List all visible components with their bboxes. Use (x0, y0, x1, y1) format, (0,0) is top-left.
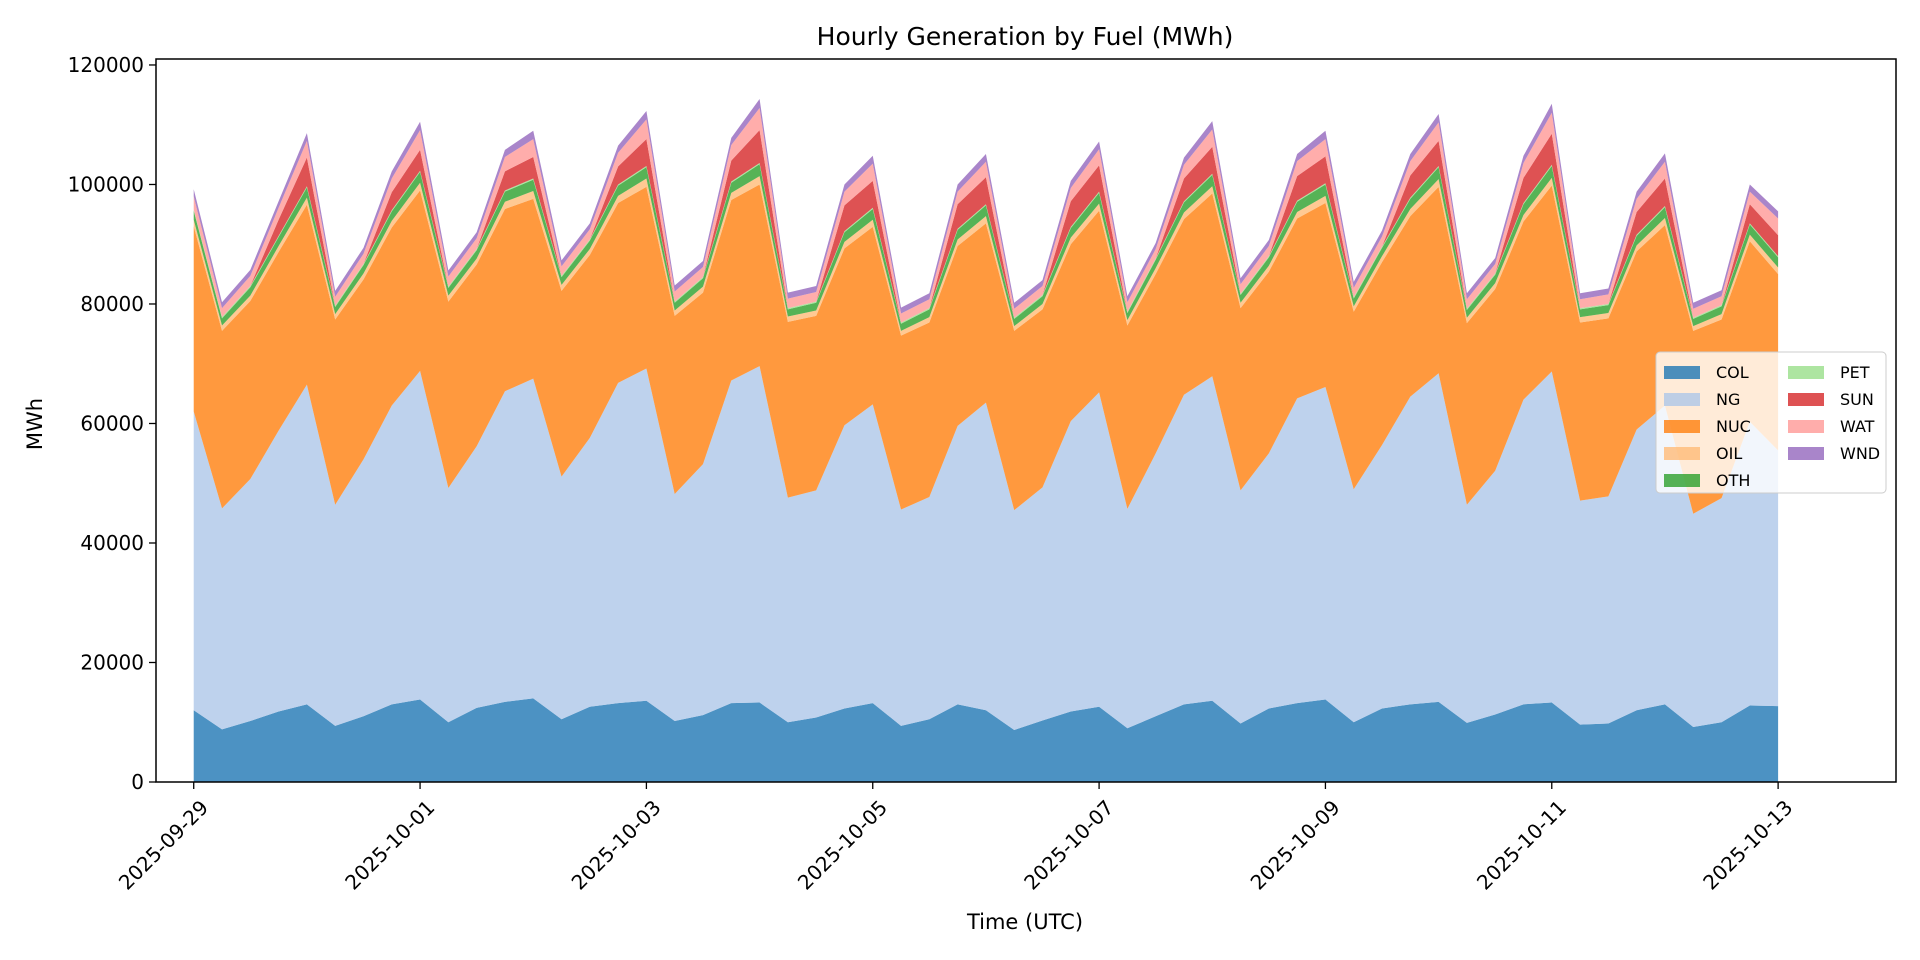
legend-label-ng: NG (1716, 390, 1740, 409)
plot-frame (155, 58, 1897, 783)
legend-label-wnd: WND (1840, 444, 1880, 463)
x-tick-label: 2025-10-11 (1472, 795, 1571, 894)
legend-label-nuc: NUC (1716, 417, 1751, 436)
y-axis-title: MWh (23, 398, 47, 450)
legend-swatch-ng (1664, 393, 1700, 406)
y-tick-label: 120000 (68, 53, 144, 77)
chart-title: Hourly Generation by Fuel (MWh) (817, 22, 1234, 51)
legend-swatch-sun (1788, 393, 1824, 406)
x-tick-label: 2025-10-01 (340, 795, 439, 894)
x-axis: 2025-09-29 2025-10-01 2025-10-03 2025-10-05… (114, 782, 1797, 894)
legend-swatch-wnd (1788, 447, 1824, 460)
y-axis: 0 20000 40000 60000 80000 100000 120000 (68, 53, 156, 794)
y-tick-label: 40000 (80, 531, 144, 555)
x-tick-label: 2025-10-03 (567, 795, 666, 894)
y-tick-label: 100000 (68, 172, 144, 196)
legend-swatch-nuc (1664, 420, 1700, 433)
legend-swatch-col (1664, 366, 1700, 379)
legend-swatch-pet (1788, 366, 1824, 379)
legend-swatch-oth (1664, 474, 1700, 487)
x-tick-label: 2025-10-07 (1019, 795, 1118, 894)
legend-swatch-wat (1788, 420, 1824, 433)
y-tick-label: 60000 (80, 411, 144, 435)
legend-box (1655, 351, 1887, 494)
y-tick-label: 20000 (80, 650, 144, 674)
legend-label-pet: PET (1840, 363, 1870, 382)
legend: COL NG NUC OIL OTH PET SUN WAT WND (1655, 351, 1887, 494)
legend-swatch-oil (1664, 447, 1700, 460)
y-tick-label: 80000 (80, 292, 144, 316)
area-layers (193, 99, 1779, 782)
x-tick-label: 2025-10-09 (1246, 795, 1345, 894)
legend-label-oth: OTH (1716, 471, 1750, 490)
legend-label-wat: WAT (1840, 417, 1875, 436)
x-tick-label: 2025-09-29 (114, 795, 213, 894)
area-series-ng (193, 366, 1779, 731)
x-tick-label: 2025-10-13 (1698, 795, 1797, 894)
legend-label-col: COL (1716, 363, 1749, 382)
y-tick-label: 0 (131, 770, 144, 794)
x-axis-title: Time (UTC) (966, 910, 1083, 934)
legend-label-sun: SUN (1840, 390, 1874, 409)
area-series-col (193, 698, 1779, 782)
area-series-nuc (193, 184, 1779, 514)
x-tick-label: 2025-10-05 (793, 795, 892, 894)
legend-label-oil: OIL (1716, 444, 1742, 463)
